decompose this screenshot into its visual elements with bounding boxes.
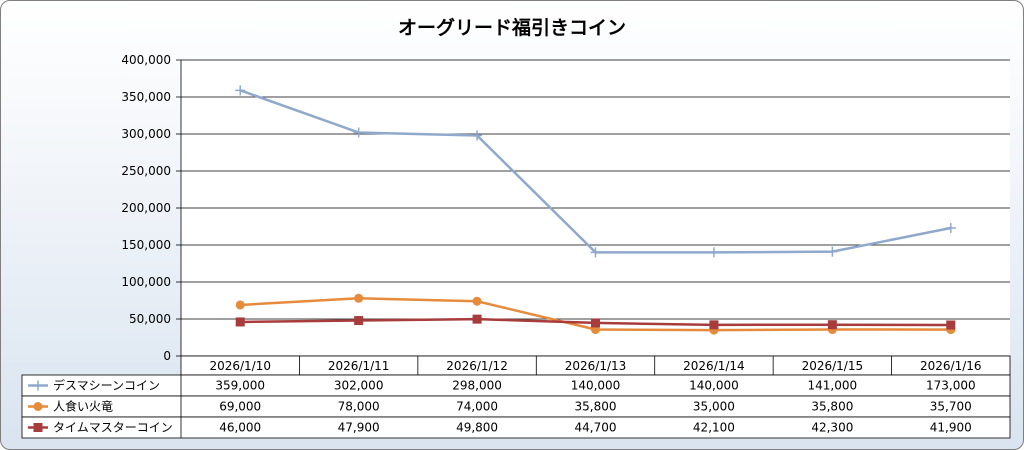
legend-key-marker [33, 380, 43, 391]
y-tick-label: 300,000 [121, 127, 171, 141]
table-row [21, 416, 1011, 439]
x-category-label: 2026/1/13 [565, 359, 627, 373]
data-point [827, 320, 837, 330]
data-table-value: 298,000 [452, 379, 502, 393]
x-category-label: 2026/1/15 [802, 359, 864, 373]
y-tick-label: 200,000 [121, 201, 171, 215]
legend-key-marker [33, 402, 43, 411]
x-category-label: 2026/1/10 [209, 359, 271, 373]
data-point [945, 222, 956, 233]
data-table-value: 35,700 [930, 400, 972, 414]
data-point [827, 246, 838, 257]
y-tick-label: 400,000 [121, 53, 171, 67]
data-table-value: 302,000 [334, 379, 384, 393]
data-point [590, 247, 601, 258]
data-point [472, 314, 482, 324]
data-point [235, 317, 245, 327]
data-point [591, 318, 600, 328]
data-table-value: 42,300 [811, 421, 853, 435]
data-table-value: 140,000 [689, 379, 739, 393]
x-category-label: 2026/1/16 [920, 359, 982, 373]
data-table-value: 44,700 [575, 421, 617, 435]
data-table-value: 47,900 [338, 421, 380, 435]
y-tick-label: 50,000 [129, 312, 171, 326]
y-tick-label: 250,000 [121, 164, 171, 178]
data-point [354, 293, 364, 303]
data-table-value: 359,000 [215, 379, 265, 393]
data-table-value: 35,800 [811, 400, 853, 414]
legend-key-marker [33, 423, 43, 432]
x-category-label: 2026/1/12 [446, 359, 508, 373]
data-point [709, 320, 719, 330]
data-table-value: 74,000 [456, 400, 498, 414]
data-point [708, 247, 719, 258]
data-point [235, 85, 246, 96]
x-category-label: 2026/1/14 [683, 359, 745, 373]
data-point [354, 316, 364, 326]
series-layer [235, 85, 956, 335]
y-axis: 0 50,000 100,000 150,000 200,000 250,000 300,0… [121, 53, 171, 363]
data-table-value: 35,800 [575, 400, 617, 414]
y-tick-label: 150,000 [121, 238, 171, 252]
data-table-value: 46,000 [219, 421, 261, 435]
data-table-value: 69,000 [219, 400, 261, 414]
data-point [353, 127, 364, 138]
legend-series-name: 人食い火竜 [53, 399, 113, 414]
chart-title: オーグリード福引きコイン [398, 16, 626, 39]
data-point [472, 130, 483, 141]
grid-layer [176, 59, 1010, 357]
y-tick-label: 0 [163, 349, 171, 363]
data-table-value: 141,000 [808, 379, 858, 393]
y-tick-label: 350,000 [121, 90, 171, 104]
legend-series-name: デスマシーンコイン [53, 378, 160, 393]
data-table-value: 78,000 [338, 400, 380, 414]
data-table: 2026/1/10 2026/1/11 2026/1/12 2026/1/13 2026… [21, 355, 1011, 439]
data-table-value: 140,000 [571, 379, 621, 393]
table-row [21, 374, 1011, 397]
data-table-value: 41,900 [930, 421, 972, 435]
data-table-value: 42,100 [693, 421, 735, 435]
x-category-label: 2026/1/11 [328, 359, 390, 373]
data-point [235, 300, 245, 310]
legend-series-name: タイムマスターコイン [53, 421, 173, 435]
data-point [946, 320, 956, 330]
table-row [21, 395, 1011, 418]
data-table-value: 173,000 [926, 379, 976, 393]
data-table-value: 49,800 [456, 421, 498, 435]
data-table-value: 35,000 [693, 400, 735, 414]
y-tick-label: 100,000 [121, 275, 171, 289]
data-point [472, 296, 482, 306]
